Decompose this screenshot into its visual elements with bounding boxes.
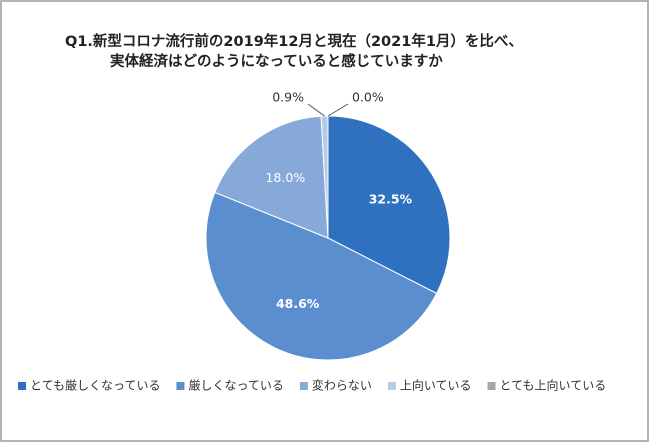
data-label: 48.6% — [276, 296, 320, 311]
legend-swatch — [18, 382, 26, 390]
pie-slice — [214, 115, 329, 239]
pie-slice — [205, 191, 438, 361]
legend-label: 上向いている — [400, 378, 472, 393]
chart-title: Q1.新型コロナ流行前の2019年12月と現在（2021年1月）を比べ、 — [65, 32, 523, 50]
data-label: 0.9% — [272, 90, 304, 105]
data-label: 18.0% — [265, 170, 305, 185]
data-label: 0.0% — [352, 90, 384, 105]
legend-swatch — [387, 382, 396, 390]
leader-line — [327, 103, 349, 117]
legend-label: とても厳しくなっている — [30, 379, 160, 393]
legend-swatch — [487, 382, 496, 390]
chart-title: 実体経済はどのようになっていると感じていますか — [110, 52, 443, 70]
pie-slice — [327, 115, 451, 295]
legend-swatch — [176, 382, 185, 390]
legend-swatch — [299, 382, 308, 390]
legend-label: 厳しくなっている — [188, 379, 283, 393]
legend-label: 変わらない — [312, 378, 372, 393]
legend-label: とても上向いている — [500, 378, 607, 393]
data-label: 32.5% — [369, 191, 413, 206]
leader-line — [307, 103, 325, 117]
